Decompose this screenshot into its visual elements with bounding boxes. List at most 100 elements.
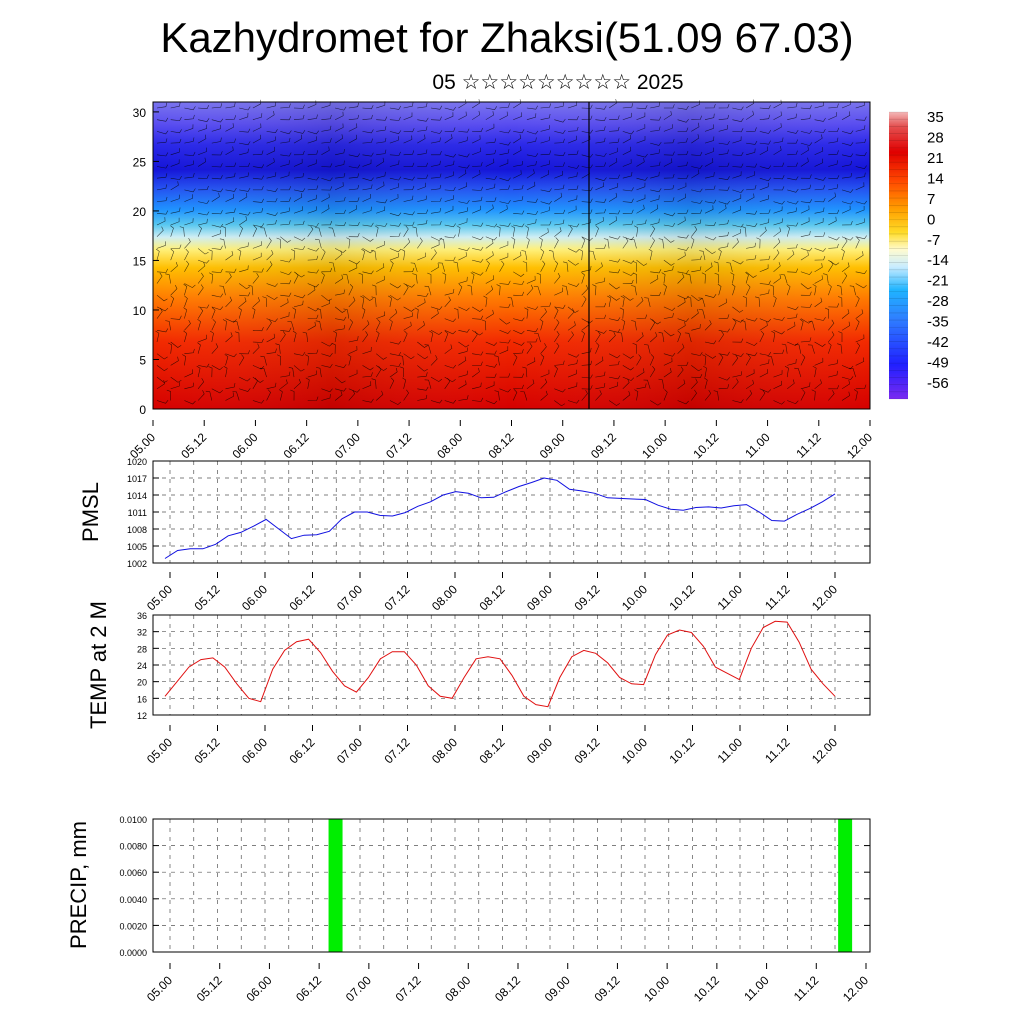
wind-barb [430, 240, 440, 249]
wind-barb [773, 146, 782, 156]
wind-barb [184, 382, 194, 390]
wind-barb [732, 136, 742, 144]
wind-barb [677, 321, 686, 331]
wind-barb [211, 124, 221, 132]
wind-barb [643, 344, 651, 354]
wind-barb [718, 328, 730, 333]
wind-barb [745, 389, 753, 401]
wind-barb [472, 397, 484, 402]
wind-barb [471, 169, 481, 179]
x-tick-label: 10.12 [691, 973, 722, 1004]
wind-barb [444, 234, 456, 239]
wind-barb [417, 162, 428, 167]
wind-barb [855, 116, 867, 121]
temp-panel: 36 32 28 24 20 16 12 05.00 05.12 06.00 06.12 07.00… [86, 601, 871, 766]
wind-barb [239, 297, 247, 308]
wind-barb [266, 348, 277, 354]
wind-barb [211, 293, 224, 298]
wind-barb [636, 153, 648, 158]
wind-barb [526, 357, 536, 366]
wind-barb [811, 389, 816, 401]
wind-barb [389, 351, 402, 356]
wind-barb [841, 200, 854, 205]
wind-barb [155, 248, 160, 261]
wind-barb [787, 129, 799, 134]
wind-barb [595, 126, 606, 132]
wind-barb [471, 135, 481, 144]
wind-barb [636, 314, 648, 319]
wind-barb [855, 319, 860, 331]
wind-barb [608, 353, 621, 359]
wind-barb [718, 162, 730, 167]
wind-barb [389, 400, 402, 405]
wind-barb [567, 223, 580, 228]
wind-barb [539, 318, 544, 331]
wind-barb [458, 283, 463, 296]
wind-barb [170, 102, 181, 109]
wind-barb [855, 235, 867, 240]
wind-barb [828, 184, 839, 191]
wind-barb [650, 218, 660, 226]
wind-barb [787, 113, 797, 120]
x-tick-label: 09.00 [524, 735, 555, 766]
temperature-field-shading [153, 102, 870, 409]
wind-barb [444, 127, 456, 132]
x-tick-label: 07.00 [343, 973, 374, 1004]
wind-barb [197, 272, 204, 284]
wind-barb [595, 303, 607, 308]
wind-barb [252, 208, 263, 214]
wind-barb [677, 330, 682, 343]
wind-barb [348, 102, 359, 109]
wind-barb [458, 380, 467, 390]
wind-barb [828, 303, 840, 308]
wind-barb [718, 219, 729, 226]
wind-barb [540, 188, 552, 193]
wind-barb [499, 177, 511, 182]
wind-barb [374, 225, 379, 237]
wind-barb [321, 393, 331, 401]
colorbar-label: -35 [927, 314, 949, 331]
wind-barb [704, 113, 715, 120]
wind-barb [156, 365, 168, 372]
wind-barb [458, 395, 469, 401]
wind-barb [663, 104, 675, 109]
x-tick-label: 07.12 [381, 735, 412, 766]
wind-barb [225, 353, 237, 358]
wind-barb [581, 164, 593, 169]
wind-barb [417, 219, 428, 226]
wind-barb [225, 193, 234, 202]
wind-barb [855, 251, 864, 261]
wind-barb [513, 184, 524, 191]
wind-barb [348, 336, 359, 343]
wind-barb [221, 226, 226, 237]
wind-barb [266, 129, 278, 133]
wind-barb [677, 273, 685, 284]
wind-barb [485, 373, 497, 378]
wind-barb [730, 272, 735, 284]
wind-barb [252, 268, 264, 273]
wind-barb [225, 250, 234, 261]
wind-barb [211, 151, 223, 156]
wind-barb [786, 283, 791, 296]
wind-barb [403, 321, 412, 331]
wind-barb [371, 249, 377, 261]
wind-barb [485, 158, 495, 167]
wind-barb [211, 245, 223, 250]
wind-barb [718, 149, 729, 156]
y-tick-label: 20 [137, 678, 147, 688]
wind-barb [526, 237, 530, 249]
wind-barb [348, 319, 354, 331]
wind-barb [444, 160, 455, 167]
wind-barb [499, 111, 508, 120]
wind-barb [211, 223, 224, 228]
wind-barb [773, 200, 785, 205]
wind-barb [417, 252, 426, 261]
wind-barb [348, 221, 360, 226]
wind-barb [702, 354, 707, 366]
wind-barb [376, 241, 385, 249]
wind-barb [677, 400, 689, 405]
wind-barb [691, 226, 698, 237]
wind-barb [362, 138, 373, 144]
wind-barb [841, 376, 854, 380]
wind-barb [855, 152, 867, 157]
